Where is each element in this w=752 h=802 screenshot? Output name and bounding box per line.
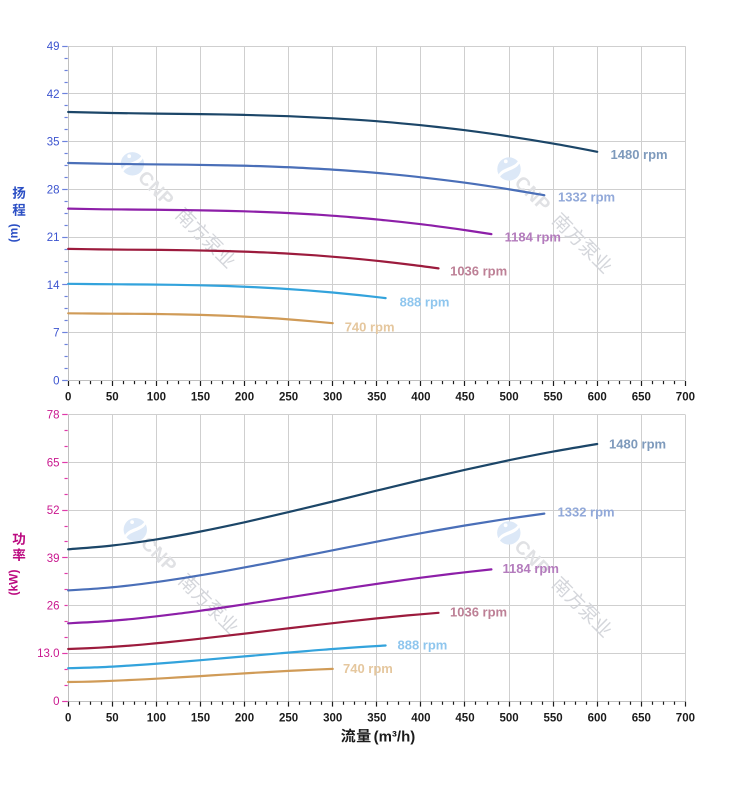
svg-text:50: 50 <box>106 713 119 725</box>
svg-text:888 rpm: 888 rpm <box>400 295 450 310</box>
svg-text:650: 650 <box>632 713 651 725</box>
svg-text:250: 250 <box>279 713 298 725</box>
svg-text:0: 0 <box>53 696 59 708</box>
svg-text:150: 150 <box>191 713 210 725</box>
svg-text:13.0: 13.0 <box>37 648 59 660</box>
svg-text:650: 650 <box>632 392 651 404</box>
svg-text:(m³/h): (m³/h) <box>374 728 416 745</box>
svg-text:0: 0 <box>65 392 71 404</box>
svg-text:39: 39 <box>47 553 60 565</box>
svg-text:500: 500 <box>500 713 519 725</box>
svg-text:550: 550 <box>544 713 563 725</box>
svg-text:49: 49 <box>47 41 60 53</box>
svg-text:700: 700 <box>676 713 695 725</box>
svg-text:100: 100 <box>147 392 166 404</box>
svg-text:14: 14 <box>47 280 60 292</box>
svg-text:65: 65 <box>47 457 60 469</box>
svg-text:200: 200 <box>235 392 254 404</box>
svg-text:300: 300 <box>323 392 342 404</box>
svg-text:400: 400 <box>411 392 430 404</box>
svg-text:21: 21 <box>47 232 60 244</box>
svg-text:400: 400 <box>411 713 430 725</box>
svg-text:200: 200 <box>235 713 254 725</box>
svg-text:600: 600 <box>588 392 607 404</box>
svg-text:1036 rpm: 1036 rpm <box>450 605 507 620</box>
svg-text:1184 rpm: 1184 rpm <box>505 230 561 245</box>
svg-text:(m): (m) <box>7 224 21 243</box>
svg-text:26: 26 <box>47 601 60 613</box>
svg-text:700: 700 <box>676 392 695 404</box>
svg-text:350: 350 <box>367 713 386 725</box>
svg-text:42: 42 <box>47 89 60 101</box>
svg-text:52: 52 <box>47 505 60 517</box>
svg-text:1184 rpm: 1184 rpm <box>503 561 559 576</box>
svg-text:740 rpm: 740 rpm <box>343 661 393 676</box>
svg-text:1480 rpm: 1480 rpm <box>611 147 668 162</box>
svg-text:1036 rpm: 1036 rpm <box>450 263 507 278</box>
svg-text:78: 78 <box>47 410 60 422</box>
svg-text:250: 250 <box>279 392 298 404</box>
svg-text:100: 100 <box>147 713 166 725</box>
svg-text:350: 350 <box>367 392 386 404</box>
svg-text:150: 150 <box>191 392 210 404</box>
svg-text:300: 300 <box>323 713 342 725</box>
svg-text:0: 0 <box>65 713 71 725</box>
svg-text:35: 35 <box>47 137 60 149</box>
svg-text:450: 450 <box>455 392 474 404</box>
svg-text:50: 50 <box>106 392 119 404</box>
svg-text:1332 rpm: 1332 rpm <box>558 190 615 205</box>
svg-text:1332 rpm: 1332 rpm <box>558 505 615 520</box>
svg-text:0: 0 <box>53 375 59 387</box>
svg-text:28: 28 <box>47 184 60 196</box>
svg-text:600: 600 <box>588 713 607 725</box>
svg-text:500: 500 <box>500 392 519 404</box>
svg-text:450: 450 <box>455 713 474 725</box>
svg-text:550: 550 <box>544 392 563 404</box>
svg-text:888 rpm: 888 rpm <box>398 638 448 653</box>
svg-text:7: 7 <box>53 328 59 340</box>
svg-text:(kW): (kW) <box>7 570 21 596</box>
svg-text:740 rpm: 740 rpm <box>345 320 395 335</box>
svg-text:1480 rpm: 1480 rpm <box>609 436 666 451</box>
